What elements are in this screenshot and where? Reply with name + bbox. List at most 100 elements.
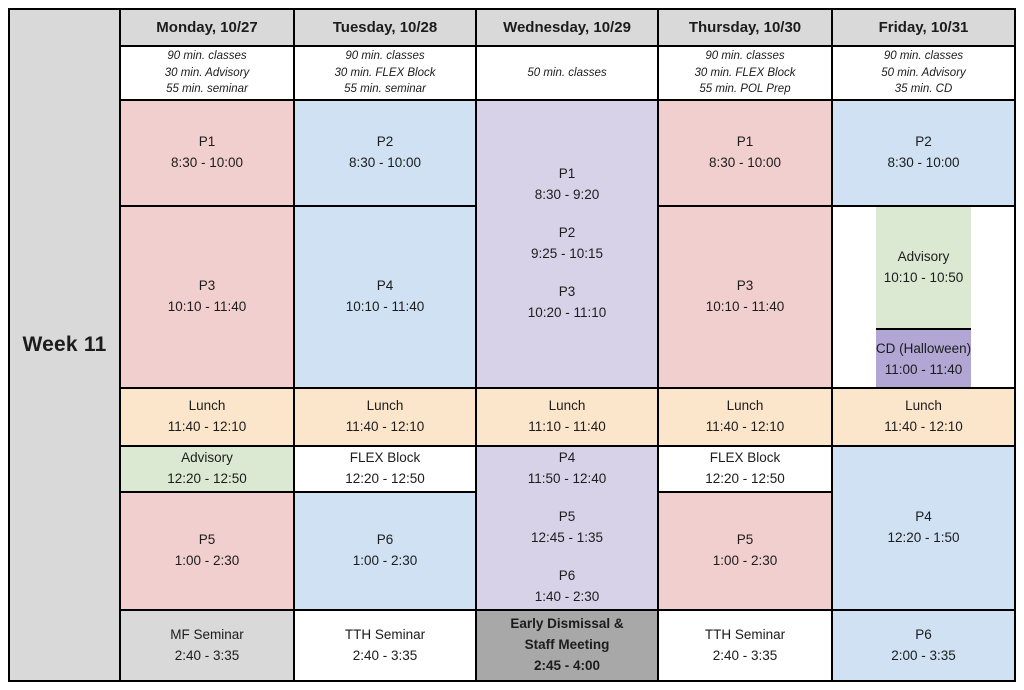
note-line: 35 min. CD (894, 83, 953, 96)
note-line: 50 min. classes (527, 66, 607, 79)
block-monday-seminar: MF Seminar 2:40 - 3:35 (121, 611, 295, 680)
note-line: 30 min. Advisory (164, 66, 250, 79)
block-friday-p4: P4 12:20 - 1:50 (833, 447, 1014, 611)
block-time: 2:40 - 3:35 (352, 647, 418, 663)
block-label: Advisory (181, 450, 233, 466)
block-time: 10:10 - 11:40 (705, 299, 785, 314)
schedule-entry: P3 10:20 - 11:10 (528, 282, 607, 324)
block-monday-lunch: Lunch 11:40 - 12:10 (121, 389, 295, 447)
block-label: P3 (558, 283, 576, 299)
block-thursday-p3: P3 10:10 - 11:40 (659, 207, 833, 389)
block-time: 8:30 - 10:00 (708, 155, 782, 170)
note-line: 90 min. classes (705, 49, 785, 62)
block-time: 8:30 - 10:00 (170, 155, 244, 170)
schedule-entry: P4 11:50 - 12:40 (528, 448, 607, 490)
block-label: FLEX Block (709, 450, 781, 466)
block-thursday-p1: P1 8:30 - 10:00 (659, 101, 833, 207)
note-line: 55 min. POL Prep (699, 83, 791, 96)
block-thursday-p5: P5 1:00 - 2:30 (659, 493, 833, 611)
block-label: CD (Halloween) (875, 340, 972, 356)
block-label: P4 (558, 450, 576, 466)
block-label: P6 (558, 567, 576, 583)
block-time: 12:20 - 12:50 (345, 471, 425, 486)
day-notes-thursday: 90 min. classes 30 min. FLEX Block 55 mi… (659, 47, 833, 101)
day-header-wednesday: Wednesday, 10/29 (477, 10, 659, 47)
block-time: 10:10 - 11:40 (167, 299, 247, 314)
block-wednesday-early-dismissal: Early Dismissal & Staff Meeting 2:45 - 4… (477, 611, 659, 680)
day-notes-tuesday: 90 min. classes 30 min. FLEX Block 55 mi… (295, 47, 477, 101)
block-time: 1:00 - 2:30 (174, 553, 240, 568)
week-label-cell: Week 11 (10, 10, 121, 680)
block-label: Lunch (905, 398, 942, 414)
day-header-label: Friday, 10/31 (878, 19, 969, 36)
block-wednesday-morning: P1 8:30 - 9:20 P2 9:25 - 10:15 P3 10:20 … (477, 101, 659, 389)
block-time: 11:10 - 11:40 (528, 419, 606, 434)
block-time: 12:20 - 12:50 (167, 471, 247, 486)
block-time: 1:00 - 2:30 (712, 553, 778, 568)
block-time: 1:00 - 2:30 (352, 553, 418, 568)
block-time: 8:30 - 10:00 (887, 155, 960, 170)
block-label: P4 (915, 509, 932, 525)
block-time: 11:40 - 12:10 (884, 419, 963, 434)
block-label: P1 (736, 134, 754, 150)
block-time: 9:25 - 10:15 (530, 246, 604, 261)
block-tuesday-lunch: Lunch 11:40 - 12:10 (295, 389, 477, 447)
schedule-entry: P2 9:25 - 10:15 (531, 223, 603, 265)
weekly-schedule-table: Week 11 Monday, 10/27 Tuesday, 10/28 Wed… (8, 8, 1016, 682)
block-friday-p6: P6 2:00 - 3:35 (833, 611, 1014, 680)
block-label: Advisory (897, 248, 950, 264)
block-friday-cd-halloween: CD (Halloween) 11:00 - 11:40 (875, 330, 972, 387)
day-header-friday: Friday, 10/31 (833, 10, 1014, 47)
friday-mid-morning-group: Advisory 10:10 - 10:50 CD (Halloween) 11… (833, 207, 1014, 389)
day-header-label: Wednesday, 10/29 (503, 19, 631, 36)
block-monday-p5: P5 1:00 - 2:30 (121, 493, 295, 611)
day-header-label: Monday, 10/27 (156, 19, 258, 36)
block-time: 12:20 - 1:50 (887, 530, 960, 545)
block-monday-advisory: Advisory 12:20 - 12:50 (121, 447, 295, 493)
note-line: 90 min. classes (167, 49, 247, 62)
note-line: 90 min. classes (883, 49, 964, 62)
block-label: Lunch (548, 398, 586, 414)
block-friday-advisory: Advisory 10:10 - 10:50 (875, 207, 972, 330)
block-time: 11:00 - 11:40 (884, 361, 963, 377)
block-label: MF Seminar (170, 626, 244, 642)
block-label: P1 (558, 166, 576, 182)
block-label: TTH Seminar (344, 626, 426, 642)
block-label: P5 (736, 532, 754, 548)
block-label: P2 (558, 225, 576, 241)
block-tuesday-p4: P4 10:10 - 11:40 (295, 207, 477, 389)
block-friday-lunch: Lunch 11:40 - 12:10 (833, 389, 1014, 447)
block-thursday-seminar: TTH Seminar 2:40 - 3:35 (659, 611, 833, 680)
note-line: 50 min. Advisory (881, 66, 966, 79)
block-label: FLEX Block (349, 450, 421, 466)
block-label: Lunch (188, 398, 226, 414)
block-wednesday-lunch: Lunch 11:10 - 11:40 (477, 389, 659, 447)
note-line: 55 min. seminar (344, 83, 426, 96)
block-wednesday-afternoon: P4 11:50 - 12:40 P5 12:45 - 1:35 P6 1:40… (477, 447, 659, 611)
day-header-label: Tuesday, 10/28 (332, 19, 438, 36)
block-thursday-lunch: Lunch 11:40 - 12:10 (659, 389, 833, 447)
day-notes-wednesday: 50 min. classes (477, 47, 659, 101)
block-label: P2 (376, 134, 394, 150)
block-time: 12:20 - 12:50 (705, 471, 785, 486)
block-label: Lunch (726, 398, 764, 414)
block-time: 10:10 - 11:40 (345, 299, 425, 314)
block-time: 10:20 - 11:10 (527, 304, 607, 320)
block-label: P3 (198, 278, 216, 294)
day-header-tuesday: Tuesday, 10/28 (295, 10, 477, 47)
block-tuesday-p6: P6 1:00 - 2:30 (295, 493, 477, 611)
schedule-entry: P6 1:40 - 2:30 (535, 566, 600, 608)
block-time: 12:45 - 1:35 (530, 530, 604, 545)
block-tuesday-seminar: TTH Seminar 2:40 - 3:35 (295, 611, 477, 680)
block-time: 2:40 - 3:35 (712, 647, 778, 663)
block-label: P4 (376, 278, 394, 294)
block-time: 11:50 - 12:40 (527, 471, 607, 487)
note-line: 30 min. FLEX Block (334, 66, 436, 79)
block-time: 8:30 - 10:00 (348, 155, 422, 170)
note-line: 90 min. classes (345, 49, 425, 62)
day-notes-friday: 90 min. classes 50 min. Advisory 35 min.… (833, 47, 1014, 101)
block-monday-p1: P1 8:30 - 10:00 (121, 101, 295, 207)
block-label: P6 (376, 532, 394, 548)
block-label: P3 (736, 278, 754, 294)
week-label: Week 11 (22, 333, 107, 356)
